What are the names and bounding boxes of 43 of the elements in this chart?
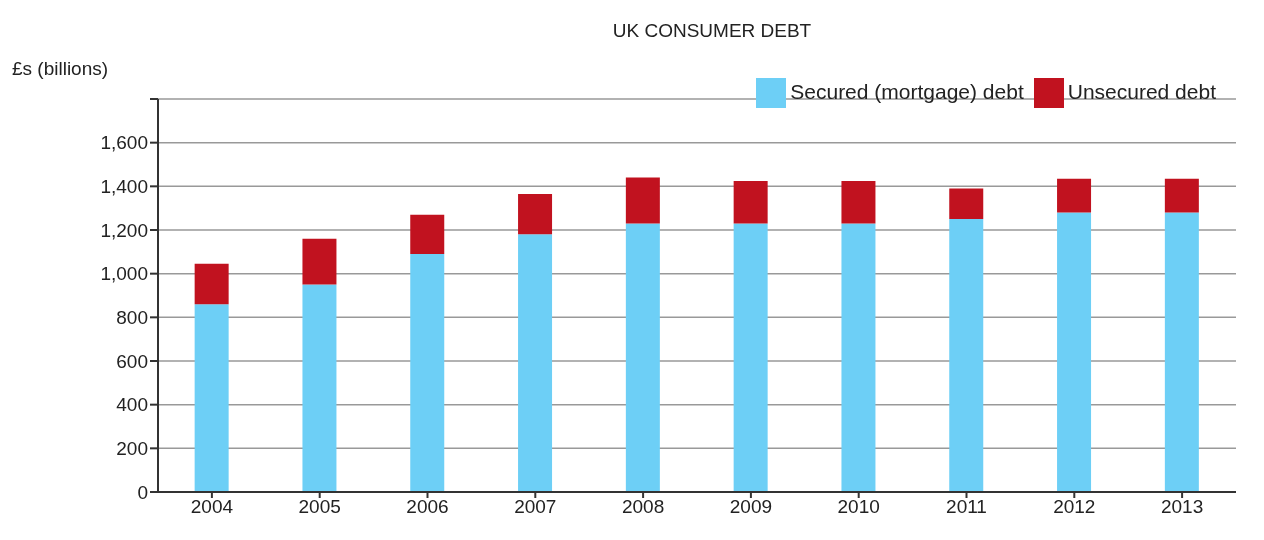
bar [841,223,876,492]
bar [1164,212,1199,492]
bar [733,180,768,224]
x-tick-label: 2006 [406,496,449,518]
bar [733,223,768,492]
bar [949,219,984,492]
y-tick-label: 200 [116,438,148,460]
x-tick-label: 2004 [190,496,234,518]
bar [625,223,660,492]
y-tick-label: 1,200 [100,219,148,241]
x-tick-label: 2008 [621,496,665,518]
bar [949,188,984,220]
y-tick-label: 1,600 [100,132,148,154]
x-tick-label: 2013 [1160,496,1204,518]
x-tick-label: 2010 [837,496,880,518]
bar [625,177,660,224]
legend-label: Secured (mortgage) debt [790,79,1024,103]
bar [194,304,229,492]
y-tick-label: 600 [116,350,148,372]
y-tick-label: 1,000 [100,263,148,285]
bar [194,263,229,305]
bar [1057,178,1092,213]
chart-title: UK CONSUMER DEBT [611,20,813,42]
y-tick-label: 800 [116,307,148,329]
y-tick-label: 0 [137,481,148,503]
bar [1057,212,1092,492]
bar [518,193,553,235]
x-tick-label: 2007 [514,496,557,518]
x-tick-label: 2012 [1053,496,1096,518]
bar [841,180,876,224]
x-tick-label: 2009 [729,496,773,518]
y-tick-label: 400 [116,394,148,416]
y-axis-title: £s (billions) [12,58,109,80]
bar [518,234,553,492]
x-tick-label: 2011 [946,496,987,518]
bar [410,254,445,492]
bar [1164,178,1199,213]
bar [302,238,337,285]
legend-label: Unsecured debt [1067,79,1216,103]
bar [302,284,337,492]
y-tick-label: 1,400 [100,176,148,198]
bar [410,214,445,255]
x-tick-label: 2005 [298,496,341,518]
